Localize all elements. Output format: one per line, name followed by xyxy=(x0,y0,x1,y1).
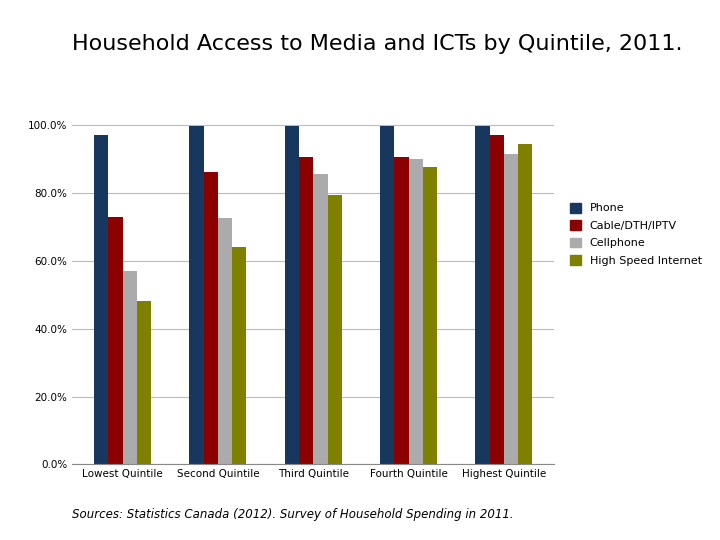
Bar xyxy=(94,135,108,464)
Bar xyxy=(504,154,518,464)
Bar xyxy=(108,217,122,464)
Bar xyxy=(122,271,137,464)
Bar xyxy=(299,157,313,464)
Bar xyxy=(313,174,328,464)
Bar xyxy=(328,194,342,464)
Bar xyxy=(395,157,408,464)
Bar xyxy=(284,126,299,464)
Bar xyxy=(490,135,504,464)
Bar xyxy=(518,144,533,464)
Text: Household Access to Media and ICTs by Quintile, 2011.: Household Access to Media and ICTs by Qu… xyxy=(72,34,683,54)
Bar xyxy=(204,172,218,464)
Bar xyxy=(232,247,246,464)
Text: Sources: Statistics Canada (2012). Survey of Household Spending in 2011.: Sources: Statistics Canada (2012). Surve… xyxy=(72,508,513,522)
Bar xyxy=(475,126,490,464)
Bar xyxy=(408,159,423,464)
Bar xyxy=(189,126,204,464)
Bar xyxy=(137,301,151,464)
Bar xyxy=(380,126,395,464)
Bar xyxy=(218,218,232,464)
Bar xyxy=(423,167,437,464)
Legend: Phone, Cable/DTH/IPTV, Cellphone, High Speed Internet: Phone, Cable/DTH/IPTV, Cellphone, High S… xyxy=(570,202,702,266)
